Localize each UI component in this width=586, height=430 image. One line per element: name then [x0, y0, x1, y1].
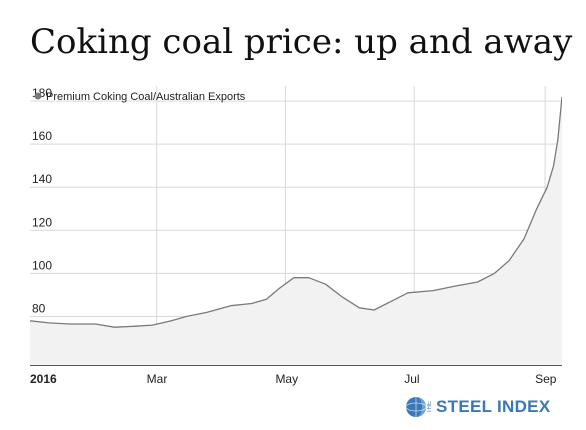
- y-tick-label: 100: [32, 258, 52, 272]
- steel-index-logo: THE STEEL INDEX: [405, 396, 550, 418]
- price-chart: 6080100120140160180Premium Coking Coal/A…: [30, 86, 562, 366]
- x-tick-label: Sep: [535, 372, 557, 386]
- x-tick-label: 2016: [30, 372, 57, 386]
- x-tick-label: May: [275, 372, 299, 386]
- globe-icon: [405, 397, 427, 417]
- chart-area: 6080100120140160180Premium Coking Coal/A…: [30, 86, 562, 366]
- x-tick-label: Mar: [146, 372, 168, 386]
- chart-title: Coking coal price: up and away: [30, 22, 573, 62]
- series-area: [30, 96, 562, 366]
- legend-label: Premium Coking Coal/Australian Exports: [46, 91, 246, 103]
- logo-name: STEEL INDEX: [436, 397, 551, 416]
- y-tick-label: 140: [32, 172, 52, 186]
- series-line: [30, 96, 562, 328]
- y-tick-label: 80: [32, 301, 46, 315]
- x-tick-label: Jul: [404, 372, 420, 386]
- legend-marker: [34, 92, 42, 100]
- y-tick-label: 160: [32, 129, 52, 143]
- logo-the: THE: [427, 401, 433, 413]
- y-tick-label: 120: [32, 215, 52, 229]
